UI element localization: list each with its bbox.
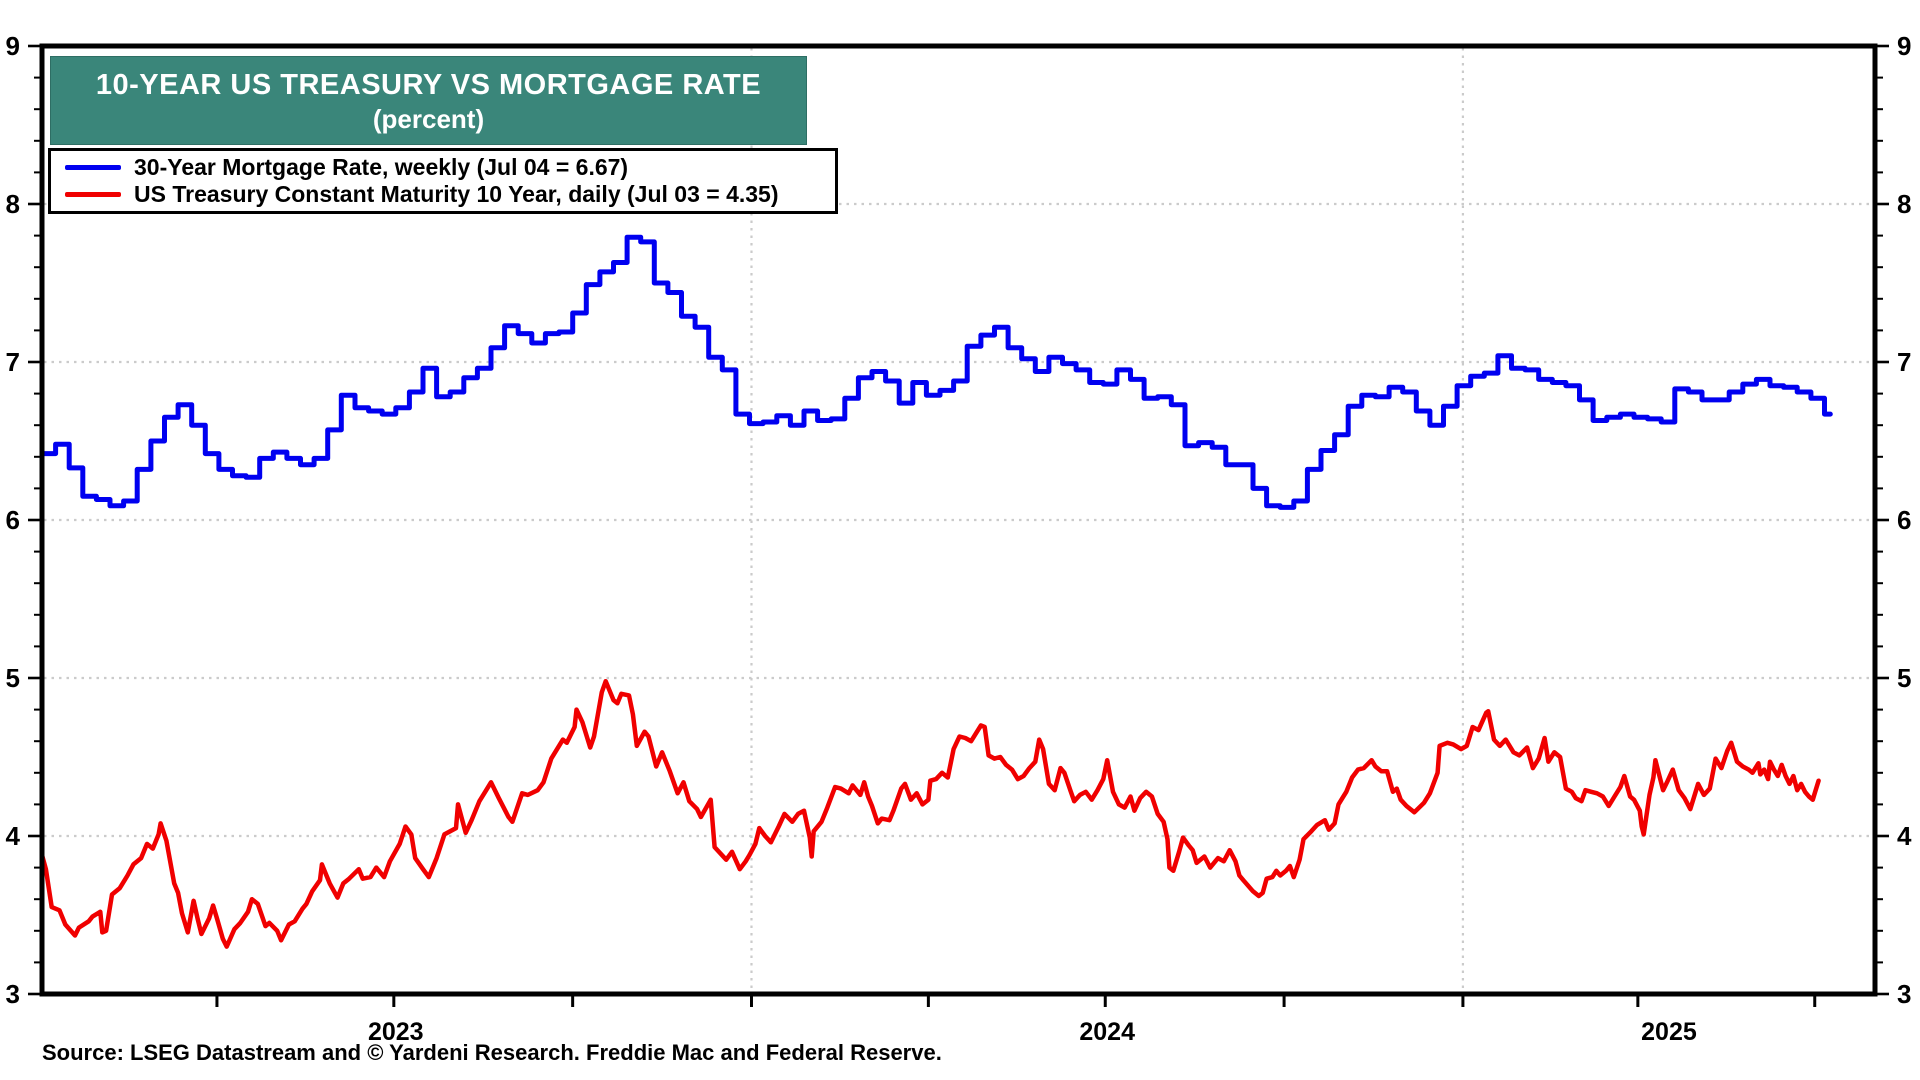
legend-label-mortgage: 30-Year Mortgage Rate, weekly (Jul 04 = … — [134, 154, 629, 180]
svg-text:7: 7 — [6, 347, 20, 377]
source-note: Source: LSEG Datastream and © Yardeni Re… — [42, 1040, 942, 1065]
svg-text:2023: 2023 — [368, 1018, 424, 1046]
svg-text:3: 3 — [1897, 979, 1911, 1009]
legend: 30-Year Mortgage Rate, weekly (Jul 04 = … — [48, 148, 838, 214]
chart-title-box: 10-YEAR US TREASURY VS MORTGAGE RATE (pe… — [50, 56, 807, 145]
axis-labels: 3 3 4 4 5 5 6 6 7 7 8 8 9 9 2023 2024 2025 — [6, 31, 1912, 1046]
svg-text:9: 9 — [1897, 31, 1911, 61]
chart-subtitle: (percent) — [372, 103, 485, 134]
mortgage-series-line — [39, 234, 1833, 510]
svg-text:8: 8 — [6, 189, 20, 219]
svg-text:2025: 2025 — [1641, 1018, 1697, 1046]
svg-text:9: 9 — [6, 31, 20, 61]
svg-text:8: 8 — [1897, 189, 1911, 219]
gridlines — [44, 48, 1873, 992]
treasury-line-swatch — [65, 192, 121, 197]
legend-item-mortgage: 30-Year Mortgage Rate, weekly (Jul 04 = … — [51, 154, 835, 181]
svg-text:5: 5 — [1897, 663, 1911, 693]
mortgage-line-swatch — [65, 165, 121, 170]
chart-title: 10-YEAR US TREASURY VS MORTGAGE RATE — [95, 68, 762, 101]
plot-frame — [39, 43, 1878, 997]
axis-ticks — [28, 44, 1889, 1007]
legend-label-treasury: US Treasury Constant Maturity 10 Year, d… — [134, 181, 779, 207]
legend-item-treasury: US Treasury Constant Maturity 10 Year, d… — [51, 181, 835, 208]
svg-text:3: 3 — [6, 979, 20, 1009]
svg-text:4: 4 — [6, 821, 21, 851]
svg-text:5: 5 — [6, 663, 20, 693]
svg-text:6: 6 — [6, 505, 20, 535]
svg-text:6: 6 — [1897, 505, 1911, 535]
svg-text:4: 4 — [1897, 821, 1912, 851]
svg-text:7: 7 — [1897, 347, 1911, 377]
svg-text:2024: 2024 — [1079, 1018, 1135, 1046]
treasury-series-line — [39, 678, 1821, 949]
